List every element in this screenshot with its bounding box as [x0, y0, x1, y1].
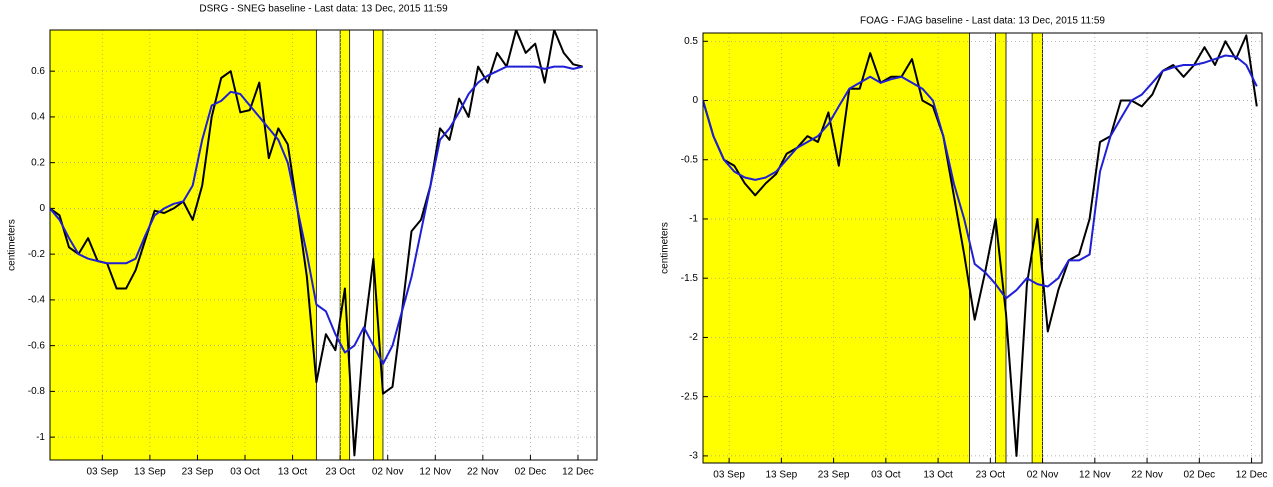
y-tick-label: -0.5: [681, 154, 699, 165]
data-line: [50, 65, 583, 365]
shaded-span: [995, 33, 1007, 463]
x-tick-label: 02 Dec: [515, 467, 547, 478]
axes-box: [49, 29, 598, 461]
y-tick-label: -0.8: [28, 386, 46, 397]
x-tick-label: 23 Oct: [325, 467, 355, 478]
data-line: [703, 54, 1258, 300]
y-tick-label: -1: [689, 214, 698, 225]
x-tick-label: 23 Oct: [976, 470, 1006, 481]
x-tick-label: 03 Sep: [86, 467, 118, 478]
chart: -3 -2.5 -2 -1.5 -1 -0.5 0 0.5 03 Sep 13 Sep 23 Sep…: [660, 16, 1268, 481]
x-tick-label: 12 Dec: [562, 467, 594, 478]
y-tick-label: 0: [692, 95, 698, 106]
x-tick-label: 02 Nov: [372, 467, 404, 478]
chart: -1 -0.8 -0.6 -0.4 -0.2 0 0.2 0.4 0.6 03 Sep 13 Sep…: [7, 4, 598, 478]
x-tick-label: 03 Oct: [871, 470, 901, 481]
y-tick-label: -0.4: [28, 295, 46, 306]
x-tick-label: 23 Sep: [818, 470, 850, 481]
y-tick-label: 0: [39, 203, 45, 214]
x-tick-label: 02 Nov: [1027, 470, 1059, 481]
y-tick-label: -0.6: [28, 340, 46, 351]
x-tick-label: 13 Sep: [766, 470, 798, 481]
shaded-span: [339, 30, 351, 460]
shaded-span: [703, 33, 970, 463]
y-tick-label: 0.2: [31, 157, 45, 168]
x-tick-label: 22 Nov: [467, 467, 499, 478]
x-tick-label: 03 Sep: [713, 470, 745, 481]
y-tick-label: 0.5: [684, 36, 698, 47]
y-tick-label: -2: [689, 332, 698, 343]
chart-title: DSRG - SNEG baseline - Last data: 13 Dec…: [199, 4, 448, 15]
y-axis-label: centimeters: [660, 222, 671, 274]
x-tick-label: 13 Sep: [134, 467, 166, 478]
y-axis-label: centimeters: [7, 219, 18, 271]
chart-title: FOAG - FJAG baseline - Last data: 13 Dec…: [860, 16, 1105, 27]
axes-box: [702, 32, 1263, 464]
y-tick-label: -2.5: [681, 391, 699, 402]
data-line: [50, 30, 583, 457]
y-tick-label: 0.4: [31, 112, 45, 123]
x-tick-label: 13 Oct: [923, 470, 953, 481]
y-tick-label: -1.5: [681, 273, 699, 284]
y-tick-label: 0.6: [31, 66, 45, 77]
y-tick-label: -1: [36, 432, 45, 443]
shaded-span: [373, 30, 384, 460]
x-tick-label: 23 Sep: [182, 467, 214, 478]
x-tick-label: 12 Nov: [419, 467, 451, 478]
x-tick-label: 02 Dec: [1183, 470, 1215, 481]
y-tick-label: -0.2: [28, 249, 46, 260]
x-tick-label: 12 Nov: [1079, 470, 1111, 481]
x-tick-label: 22 Nov: [1131, 470, 1163, 481]
x-tick-label: 12 Dec: [1236, 470, 1268, 481]
shaded-span: [50, 30, 317, 460]
x-tick-label: 13 Oct: [278, 467, 308, 478]
y-tick-label: -3: [689, 451, 698, 462]
x-tick-label: 03 Oct: [230, 467, 260, 478]
